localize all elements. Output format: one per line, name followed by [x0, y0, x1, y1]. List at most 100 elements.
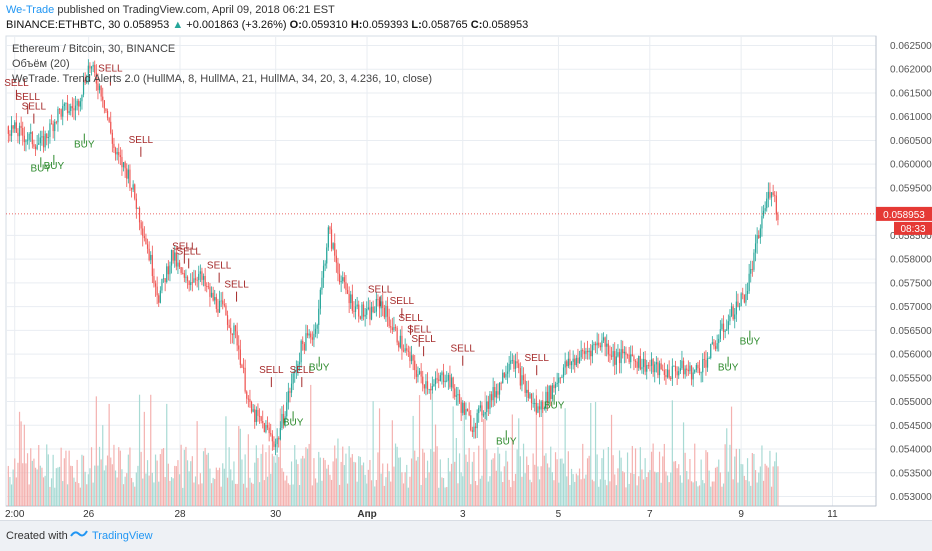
- volume-bar: [738, 448, 741, 506]
- volume-bar: [354, 462, 357, 506]
- volume-bar: [220, 486, 222, 506]
- candle-body: [769, 191, 771, 198]
- candle-body: [502, 372, 504, 384]
- candle-body: [196, 279, 198, 281]
- volume-bar: [209, 468, 211, 506]
- volume-bar: [386, 463, 389, 506]
- candle-body: [199, 271, 201, 274]
- volume-bar: [177, 460, 179, 506]
- sell-signal-label: SELL: [290, 365, 315, 376]
- y-tick-label: 0.055500: [890, 373, 932, 384]
- volume-bar: [438, 487, 440, 506]
- candle-body: [726, 329, 728, 331]
- candle-body: [172, 249, 174, 261]
- candle-body: [148, 248, 150, 261]
- volume-bar: [86, 484, 88, 506]
- volume-bar: [226, 477, 229, 506]
- candle-body: [449, 374, 451, 388]
- candle-body: [492, 387, 494, 401]
- candle-body: [697, 364, 699, 369]
- candle-body: [762, 210, 765, 217]
- volume-bar: [591, 479, 593, 506]
- candle-body: [438, 379, 440, 381]
- volume-bar: [457, 483, 459, 506]
- candle-body: [327, 227, 329, 248]
- plot-area[interactable]: [5, 35, 877, 507]
- candle-body: [137, 207, 139, 209]
- candle-body: [551, 385, 553, 399]
- volume-bar: [298, 485, 301, 506]
- candle-body: [566, 361, 568, 367]
- sell-signal-label: SELL: [16, 92, 41, 103]
- publisher-link[interactable]: We-Trade: [6, 4, 55, 16]
- volume-bar: [50, 478, 53, 506]
- volume-bar: [122, 484, 125, 506]
- volume-bar: [607, 446, 609, 506]
- volume-bar: [718, 459, 720, 506]
- volume-bar: [729, 444, 731, 506]
- volume-bar: [417, 456, 419, 506]
- candle-body: [466, 408, 469, 412]
- candle-body: [415, 370, 417, 377]
- candle-body: [623, 351, 625, 354]
- volume-bar: [94, 465, 96, 506]
- volume-bar: [524, 473, 526, 506]
- volume-bar: [42, 477, 45, 506]
- candle-body: [361, 304, 363, 319]
- candle-body: [294, 371, 296, 374]
- volume-bar: [10, 484, 13, 506]
- candle-body: [354, 306, 357, 312]
- candle-body: [324, 263, 326, 266]
- volume-bar: [233, 461, 235, 506]
- candle-body: [226, 315, 229, 325]
- candle-body: [663, 370, 665, 376]
- candle-body: [774, 194, 776, 196]
- volume-bar: [154, 454, 157, 506]
- volume-bar: [478, 445, 480, 506]
- candle-body: [124, 162, 126, 169]
- volume-bar: [425, 477, 427, 506]
- candle-body: [95, 72, 97, 84]
- candle-body: [434, 378, 437, 385]
- volume-bar: [308, 443, 310, 506]
- volume-bar: [506, 461, 509, 506]
- volume-bar: [329, 474, 331, 506]
- volume-bar: [442, 478, 445, 506]
- candle-body: [7, 126, 9, 134]
- volume-bar: [60, 447, 62, 506]
- last-price-label: 0.058953: [883, 210, 925, 221]
- volume-bar: [102, 425, 104, 506]
- candle-body: [457, 394, 459, 396]
- candle-body: [532, 403, 534, 404]
- candle-body: [169, 265, 171, 275]
- candle-body: [372, 306, 374, 312]
- volume-bar: [700, 459, 702, 506]
- candle-body: [81, 94, 83, 102]
- candle-body: [26, 139, 29, 141]
- candle-body: [585, 350, 587, 354]
- candle-body: [308, 333, 310, 336]
- candle-body: [702, 359, 704, 373]
- candle-body: [367, 307, 369, 309]
- chart-header: We-Trade published on TradingView.com, A…: [0, 0, 932, 36]
- volume-bar: [710, 486, 712, 506]
- candle-body: [50, 123, 53, 125]
- candle-body: [558, 377, 560, 383]
- volume-bar: [626, 452, 629, 506]
- candle-body: [220, 300, 222, 302]
- candle-body: [358, 304, 360, 317]
- volume-bar: [404, 472, 406, 506]
- candle-body: [724, 330, 726, 332]
- price-chart[interactable]: 0.062500 0.062000 0.061500 0.061000 0.060500…: [0, 0, 932, 520]
- volume-bar: [602, 449, 605, 506]
- candle-body: [660, 363, 662, 370]
- volume-bar: [206, 454, 208, 506]
- volume-bar: [759, 466, 761, 506]
- x-tick-label: 30: [270, 509, 282, 520]
- candle-body: [126, 168, 128, 179]
- buy-signal-label: BUY: [31, 163, 52, 174]
- volume-bar: [578, 468, 581, 506]
- tradingview-link[interactable]: TradingView: [92, 530, 153, 542]
- candle-body: [74, 105, 77, 111]
- candle-body: [60, 109, 62, 117]
